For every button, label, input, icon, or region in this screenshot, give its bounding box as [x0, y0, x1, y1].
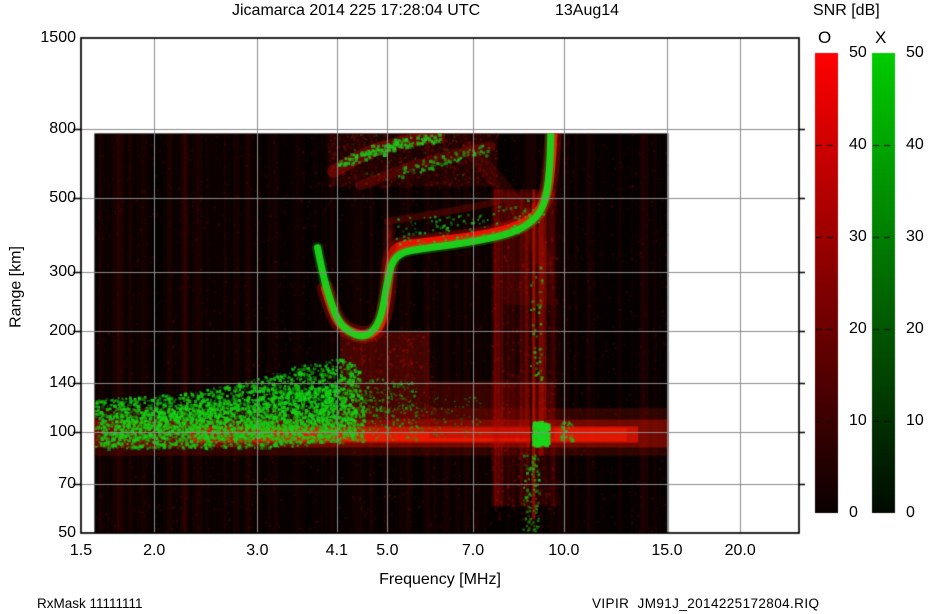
- x-tick-label: 3.0: [246, 542, 269, 559]
- x-tick-label: 2.0: [143, 542, 166, 559]
- y-tick-label: 70: [58, 475, 76, 493]
- x-tick-label: 1.5: [69, 542, 93, 559]
- footer-rxmask: RxMask 11111111: [37, 596, 143, 611]
- y-axis-label: Range [km]: [7, 246, 25, 328]
- y-tick-label: 140: [49, 374, 76, 392]
- colorbar-tick-label: 40: [849, 136, 867, 153]
- colorbar-tick-label: 50: [849, 44, 867, 61]
- colorbar-tick-label: 10: [849, 412, 867, 429]
- y-tick-label: 200: [49, 322, 76, 340]
- colorbar-tick-label: 20: [849, 320, 867, 337]
- colorbar-tick-label: 50: [906, 44, 924, 61]
- y-tick-label: 1500: [40, 29, 76, 46]
- x-tick-label: 5.0: [376, 542, 399, 559]
- x-tick-label: 20.0: [724, 542, 756, 559]
- y-tick-label: 50: [58, 524, 76, 541]
- y-tick-label: 500: [49, 188, 76, 206]
- x-tick-label: 7.0: [461, 542, 485, 559]
- colorbar-tick-label: 0: [849, 504, 858, 521]
- plot-date-label: 13Aug14: [555, 2, 620, 19]
- colorbar-tick-label: 10: [906, 412, 924, 429]
- y-tick-label: 100: [49, 423, 76, 441]
- colorbar-x-mode-label: X: [875, 28, 887, 47]
- plot-title: Jicamarca 2014 225 17:28:04 UTC: [232, 2, 481, 19]
- colorbar-title: SNR [dB]: [813, 2, 880, 19]
- x-tick-label: 15.0: [651, 542, 683, 559]
- colorbar-tick-label: 30: [906, 228, 924, 245]
- y-tick-label: 800: [49, 120, 76, 138]
- footer-filename: VIPIR JM91J_2014225172804.RIQ: [592, 596, 820, 611]
- x-tick-label: 4.1: [325, 542, 349, 559]
- colorbar-o-mode-label: O: [818, 28, 832, 47]
- colorbar-tick-label: 30: [849, 228, 867, 245]
- y-tick-label: 300: [49, 263, 76, 281]
- colorbar-tick-label: 40: [906, 136, 924, 153]
- x-axis-label: Frequency [MHz]: [379, 571, 501, 588]
- x-tick-label: 10.0: [548, 542, 580, 559]
- colorbar-tick-label: 20: [906, 320, 924, 337]
- colorbar-tick-label: 0: [906, 504, 915, 521]
